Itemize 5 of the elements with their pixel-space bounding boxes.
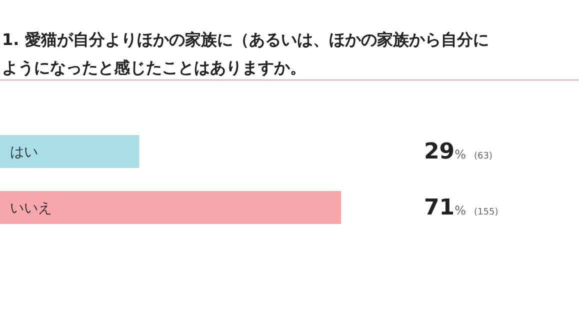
data-label: 71% (155) (424, 196, 498, 220)
y-tick-label: いいえ (10, 200, 52, 216)
chart-title: 1. 愛猫が自分よりほかの家族に（あるいは、ほかの家族から自分にようになったと感じたことはありますか。 (2, 30, 489, 77)
y-tick-label: はい (10, 144, 38, 160)
data-label: 29% (63) (424, 140, 493, 164)
